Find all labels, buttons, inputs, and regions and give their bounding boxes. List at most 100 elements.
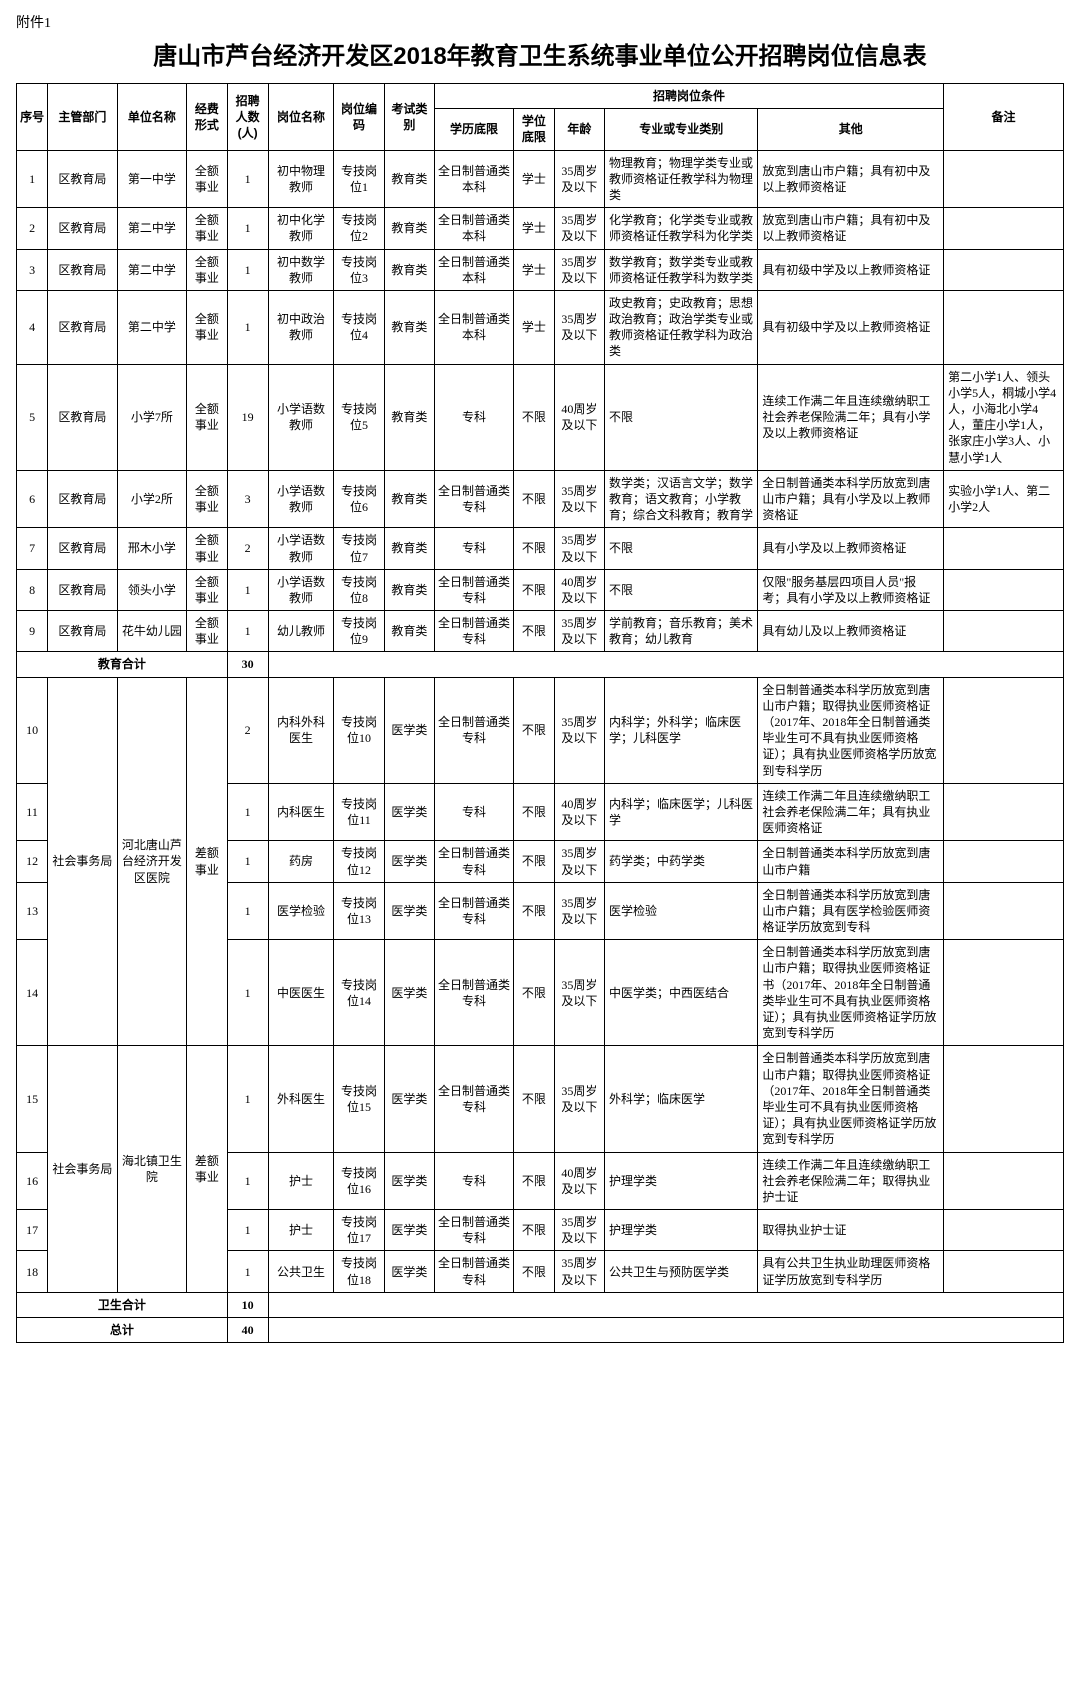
cell: 1 [227,569,268,610]
cell: 医学类 [384,940,434,1046]
cell: 不限 [514,783,555,841]
th-unit: 单位名称 [117,84,186,151]
cell: 专技岗位4 [334,290,384,364]
table-row: 8区教育局领头小学全额事业1小学语数教师专技岗位8教育类全日制普通类专科不限40… [17,569,1064,610]
cell: 政史教育；史政教育；思想政治教育；政治学类专业或教师资格证任教学科为政治类 [605,290,758,364]
cell: 17 [17,1210,48,1251]
cell: 14 [17,940,48,1046]
cell: 全额事业 [187,290,228,364]
table-row: 1区教育局第一中学全额事业1初中物理教师专技岗位1教育类全日制普通类本科学士35… [17,150,1064,208]
cell: 专技岗位15 [334,1046,384,1152]
cell-unit: 海北镇卫生院 [117,1046,186,1292]
cell: 实验小学1人、第二小学2人 [944,470,1064,528]
cell: 1 [227,249,268,290]
cell: 医学类 [384,841,434,882]
table-row: 2区教育局第二中学全额事业1初中化学教师专技岗位2教育类全日制普通类本科学士35… [17,208,1064,249]
page-title: 唐山市芦台经济开发区2018年教育卫生系统事业单位公开招聘岗位信息表 [16,36,1064,71]
th-cond-group: 招聘岗位条件 [434,84,943,109]
cell: 1 [227,150,268,208]
cell: 教育类 [384,528,434,569]
cell: 35周岁及以下 [554,249,604,290]
cell: 35周岁及以下 [554,1210,604,1251]
th-dept: 主管部门 [48,84,117,151]
table-row: 5区教育局小学7所全额事业19小学语数教师专技岗位5教育类专科不限40周岁及以下… [17,364,1064,470]
cell [944,569,1064,610]
cell [944,677,1064,783]
cell: 1 [227,208,268,249]
cell: 内科外科医生 [268,677,334,783]
cell: 医学类 [384,1046,434,1152]
cell: 35周岁及以下 [554,208,604,249]
cell: 第二中学 [117,290,186,364]
th-pos: 岗位名称 [268,84,334,151]
cell: 不限 [514,882,555,940]
cell: 具有小学及以上教师资格证 [758,528,944,569]
cell: 1 [227,1046,268,1152]
cell: 1 [17,150,48,208]
cell: 仅限"服务基层四项目人员"报考；具有小学及以上教师资格证 [758,569,944,610]
cell: 教育类 [384,249,434,290]
cell: 初中数学教师 [268,249,334,290]
cell: 全日制普通类本科 [434,249,513,290]
cell: 35周岁及以下 [554,290,604,364]
th-seq: 序号 [17,84,48,151]
cell: 16 [17,1152,48,1210]
table-row: 10社会事务局河北唐山芦台经济开发区医院差额事业2内科外科医生专技岗位10医学类… [17,677,1064,783]
cell: 全日制普通类本科 [434,208,513,249]
cell-dept: 社会事务局 [48,1046,117,1292]
cell: 外科学；临床医学 [605,1046,758,1152]
cell: 具有初级中学及以上教师资格证 [758,249,944,290]
cell: 专技岗位7 [334,528,384,569]
cell: 区教育局 [48,290,117,364]
cell: 不限 [514,1251,555,1292]
cell: 学士 [514,290,555,364]
grand-total-count: 40 [227,1318,268,1343]
cell: 教育类 [384,208,434,249]
cell: 不限 [514,940,555,1046]
cell: 教育类 [384,470,434,528]
health-subtotal: 卫生合计 10 总计 40 [17,1292,1064,1342]
cell: 9 [17,611,48,652]
cell: 区教育局 [48,364,117,470]
cell: 全日制普通类本科学历放宽到唐山市户籍；具有医学检验医师资格证学历放宽到专科 [758,882,944,940]
th-num: 招聘人数(人) [227,84,268,151]
cell: 医学类 [384,1152,434,1210]
cell: 40周岁及以下 [554,783,604,841]
cell [944,940,1064,1046]
cell: 专技岗位12 [334,841,384,882]
cell: 全额事业 [187,470,228,528]
cell: 专科 [434,1152,513,1210]
cell: 1 [227,1152,268,1210]
cell: 区教育局 [48,611,117,652]
th-remark: 备注 [944,84,1064,151]
cell: 花牛幼儿园 [117,611,186,652]
cell: 初中化学教师 [268,208,334,249]
cell: 区教育局 [48,150,117,208]
cell: 小学语数教师 [268,470,334,528]
th-edu: 学历底限 [434,109,513,150]
cell: 不限 [514,1046,555,1152]
cell: 专技岗位17 [334,1210,384,1251]
cell [944,249,1064,290]
cell: 取得执业护士证 [758,1210,944,1251]
cell: 7 [17,528,48,569]
cell: 全日制普通类专科 [434,470,513,528]
edu-subtotal-blank [268,652,1063,677]
cell: 不限 [514,528,555,569]
cell: 学士 [514,208,555,249]
edu-subtotal-count: 30 [227,652,268,677]
cell: 专技岗位10 [334,677,384,783]
cell: 领头小学 [117,569,186,610]
cell: 1 [227,940,268,1046]
cell: 10 [17,677,48,783]
cell: 40周岁及以下 [554,364,604,470]
table-row: 7区教育局邢木小学全额事业2小学语数教师专技岗位7教育类专科不限35周岁及以下不… [17,528,1064,569]
cell: 学士 [514,150,555,208]
cell: 全日制普通类专科 [434,677,513,783]
education-subtotal: 教育合计 30 [17,652,1064,677]
cell: 医学类 [384,1251,434,1292]
cell: 35周岁及以下 [554,882,604,940]
cell: 1 [227,783,268,841]
cell: 教育类 [384,364,434,470]
cell: 全日制普通类本科学历放宽到唐山市户籍；具有小学及以上教师资格证 [758,470,944,528]
